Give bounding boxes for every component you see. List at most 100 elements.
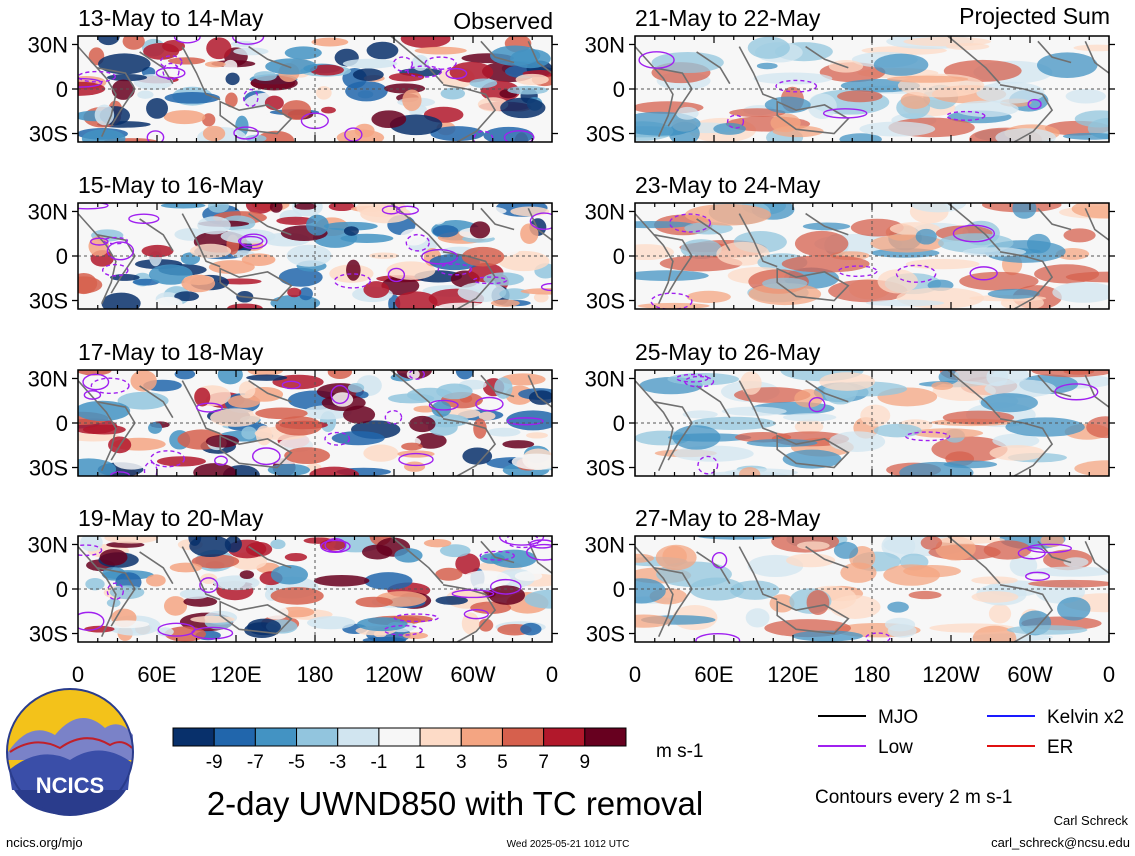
panel-label: 27-May to 28-May (635, 505, 821, 531)
panel-field (635, 370, 1109, 476)
panel-field (78, 370, 552, 476)
colorbar-label: 3 (456, 752, 467, 773)
colorbar-label: -5 (288, 752, 305, 773)
colorbar-label: -9 (206, 752, 223, 773)
lat-tick-label: 30S (586, 622, 625, 647)
observed-header: Observed (453, 8, 553, 34)
panel-field (78, 203, 552, 309)
panel-label: 17-May to 18-May (78, 339, 264, 365)
author: Carl Schreck (1054, 813, 1129, 828)
lon-tick-label: 0 (546, 662, 558, 687)
lat-tick-label: 30N (28, 32, 68, 57)
colorbar-label: -1 (370, 752, 387, 773)
panel-8: 27-May to 28-May 30N 0 30S (585, 505, 1115, 647)
lat-tick-label: 30S (29, 622, 68, 647)
panel-field (635, 536, 1109, 642)
panel-label: 21-May to 22-May (635, 5, 821, 31)
ncics-logo: NCICS (6, 688, 134, 816)
colorbar-label: -7 (247, 752, 264, 773)
panel-7: 25-May to 26-May 30N 0 30S (585, 339, 1115, 481)
legend: MJO Kelvin x2 Low ER (818, 707, 1124, 758)
panel-field (635, 36, 1109, 142)
colorbar: -9 -7 -5 -3 -1 1 3 5 7 9 (172, 727, 627, 773)
legend-label: Kelvin x2 (1047, 707, 1124, 728)
projected-header: Projected Sum (959, 3, 1110, 29)
lat-tick-label: 30N (28, 199, 68, 224)
colorbar-label: 1 (415, 752, 426, 773)
panel-field (78, 536, 552, 642)
colorbar-swatch (501, 727, 545, 747)
panels-layer: 13-May to 14-May 30N 0 30S 15-May to 16-May 3… (28, 5, 1115, 647)
contour-note: Contours every 2 m s-1 (815, 787, 1012, 808)
website: ncics.org/mjo (6, 835, 83, 850)
lat-tick-label: 0 (613, 244, 625, 269)
panel-4: 19-May to 20-May 30N 0 30S (28, 505, 558, 647)
colorbar-label: 9 (580, 752, 591, 773)
colorbar-swatch (172, 727, 215, 747)
colorbar-swatch (378, 727, 421, 747)
panel-label: 23-May to 24-May (635, 172, 821, 198)
legend-label: Low (878, 737, 913, 758)
panel-label: 13-May to 14-May (78, 5, 264, 31)
legend-label: ER (1047, 737, 1073, 758)
lon-tick-label: 0 (629, 662, 641, 687)
lat-tick-label: 0 (613, 577, 625, 602)
panel-5: 21-May to 22-May 30N 0 30S (585, 5, 1115, 147)
lat-tick-label: 30S (586, 456, 625, 481)
units-label: m s-1 (656, 741, 704, 762)
panel-label: 19-May to 20-May (78, 505, 264, 531)
lon-tick-label: 60W (1007, 662, 1052, 687)
legend-label: MJO (878, 707, 918, 728)
panel-6: 23-May to 24-May 30N 0 30S (585, 172, 1115, 314)
lat-tick-label: 30S (29, 289, 68, 314)
lat-tick-label: 0 (613, 411, 625, 436)
colorbar-swatch (419, 727, 462, 747)
panel-1: 13-May to 14-May 30N 0 30S (28, 5, 558, 147)
colorbar-swatch (543, 727, 586, 747)
panel-label: 25-May to 26-May (635, 339, 821, 365)
colorbar-swatch (296, 727, 339, 747)
lon-tick-label: 0 (1103, 662, 1115, 687)
lat-tick-label: 30S (29, 122, 68, 147)
lon-tick-label: 0 (72, 662, 84, 687)
lat-tick-label: 0 (56, 244, 68, 269)
lon-tick-label: 60W (450, 662, 495, 687)
email: carl_schreck@ncsu.edu (991, 835, 1130, 850)
lat-tick-label: 30N (585, 366, 625, 391)
lon-tick-label: 60E (137, 662, 176, 687)
lat-tick-label: 30N (585, 199, 625, 224)
colorbar-label: 7 (538, 752, 549, 773)
panel-field (78, 36, 552, 142)
colorbar-label: 5 (497, 752, 508, 773)
panel-2: 15-May to 16-May 30N 0 30S (28, 172, 558, 314)
lat-tick-label: 0 (56, 577, 68, 602)
colorbar-swatch (460, 727, 503, 747)
lon-tick-label: 60E (694, 662, 733, 687)
lat-tick-label: 30S (586, 289, 625, 314)
lat-tick-label: 30N (585, 32, 625, 57)
lon-tick-label: 120E (767, 662, 818, 687)
lat-tick-label: 30S (29, 456, 68, 481)
panel-label: 15-May to 16-May (78, 172, 264, 198)
lon-tick-label: 120E (210, 662, 261, 687)
colorbar-swatch (213, 727, 256, 747)
colorbar-swatch (337, 727, 380, 747)
colorbar-swatch (584, 727, 627, 747)
lat-tick-label: 0 (613, 77, 625, 102)
logo-text: NCICS (36, 773, 104, 798)
lat-tick-label: 30N (28, 532, 68, 557)
lon-tick-label: 180 (297, 662, 334, 687)
lat-tick-label: 30N (585, 532, 625, 557)
lon-tick-label: 120W (365, 662, 423, 687)
colorbar-label: -3 (329, 752, 346, 773)
figure-title: 2-day UWND850 with TC removal (207, 785, 703, 822)
colorbar-swatch (254, 727, 298, 747)
lat-tick-label: 0 (56, 411, 68, 436)
lon-tick-label: 180 (854, 662, 891, 687)
lon-tick-label: 120W (922, 662, 980, 687)
longitude-tick-labels: 0 60E 120E 180 120W 60W 0 0 60E 120E 180 120W 60W 0 (72, 662, 1115, 687)
lat-tick-label: 0 (56, 77, 68, 102)
lat-tick-label: 30S (586, 122, 625, 147)
lat-tick-label: 30N (28, 366, 68, 391)
